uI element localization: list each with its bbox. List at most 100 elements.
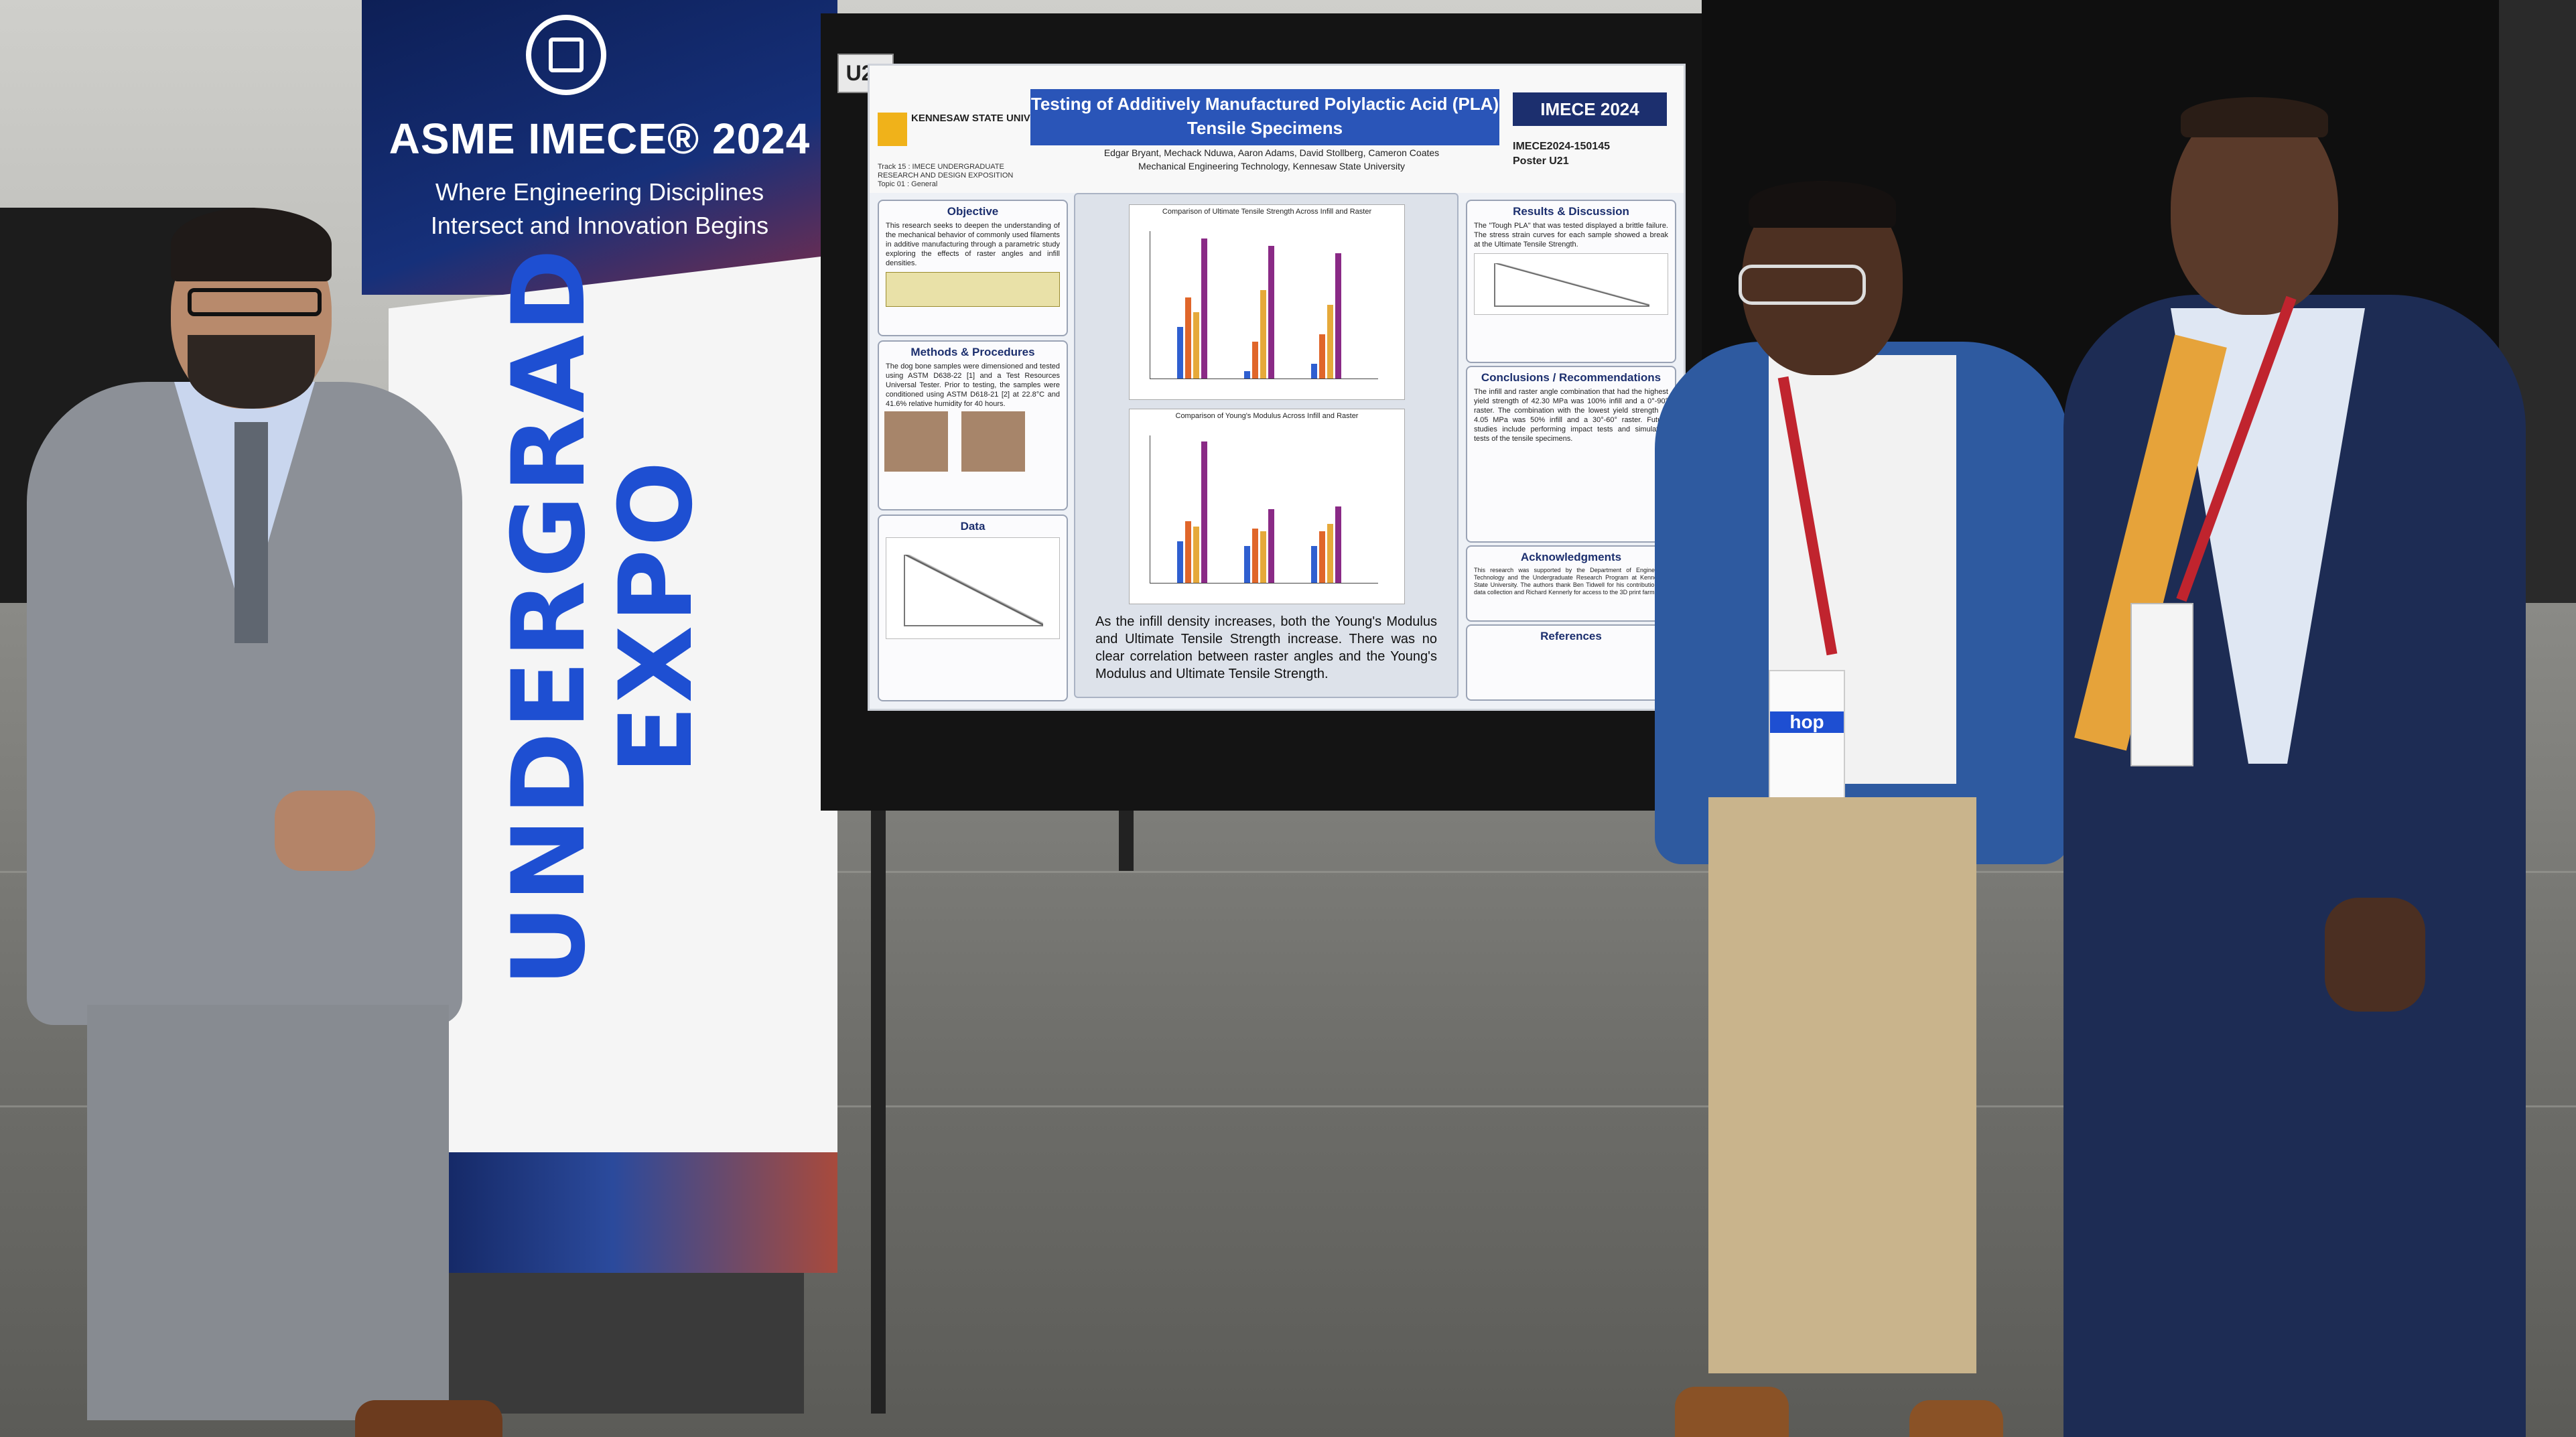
research-poster: KENNESAW STATE UNIVERSITY Testing of Add…: [868, 64, 1686, 711]
ack-text: This research was supported by the Depar…: [1474, 567, 1668, 596]
data-title: Data: [960, 520, 986, 533]
poster-title: Testing of Additively Manufactured Polyl…: [1030, 89, 1499, 145]
acknowledgments-box: Acknowledgments This research was suppor…: [1466, 545, 1676, 622]
poster-conference-badge: IMECE 2024: [1513, 92, 1667, 126]
board-leg: [871, 811, 886, 1414]
methods-text: The dog bone samples were dimensioned an…: [886, 362, 1060, 408]
conclusions-box: Conclusions / Recommendations The infill…: [1466, 366, 1676, 543]
results-box: Results & Discussion The "Tough PLA" tha…: [1466, 200, 1676, 363]
modulus-chart: Comparison of Young's Modulus Across Inf…: [1129, 409, 1405, 604]
results-plot: [1474, 253, 1668, 315]
banner-vertical-text: UNDERGRAD EXPO: [491, 214, 724, 1018]
objective-box: Objective This research seeks to deepen …: [878, 200, 1068, 336]
uts-chart-axes: [1150, 231, 1378, 379]
hair: [171, 208, 332, 281]
asme-logo-icon: [526, 15, 606, 95]
poster-poster-id: Poster U21: [1513, 155, 1569, 167]
chart-bar: [1319, 334, 1325, 379]
chart-bar: [1327, 524, 1333, 583]
ack-title: Acknowledgments: [1520, 551, 1622, 563]
chart-bar: [1319, 531, 1325, 583]
chart-bar: [1193, 312, 1199, 379]
chart-bar: [1268, 246, 1274, 379]
undergrad-expo-banner: ASME IMECE® 2024 Where Engineering Disci…: [362, 0, 837, 1414]
chart-bar: [1185, 521, 1191, 583]
poster-university: KENNESAW STATE UNIVERSITY: [911, 113, 1067, 124]
name-badge: [2130, 603, 2193, 766]
modulus-chart-title: Comparison of Young's Modulus Across Inf…: [1175, 412, 1359, 420]
data-box: Data: [878, 515, 1068, 701]
poster-track: Track 15 : IMECE UNDERGRADUATE RESEARCH …: [878, 163, 1014, 180]
poster-center-conclusion: As the infill density increases, both th…: [1095, 614, 1437, 681]
banner-vertical-line2: EXPO: [598, 458, 715, 774]
necktie: [234, 422, 268, 643]
chart-bar: [1177, 327, 1183, 379]
chart-bar: [1201, 238, 1207, 379]
raster-figure: [886, 272, 1060, 307]
methods-photos: [879, 409, 1067, 478]
chart-bar: [1335, 506, 1341, 583]
test-photo: [961, 411, 1026, 472]
chart-bar: [1244, 546, 1250, 583]
uts-chart-title: Comparison of Ultimate Tensile Strength …: [1162, 208, 1372, 216]
chart-bar: [1260, 531, 1266, 583]
objective-title: Objective: [947, 205, 999, 218]
hair: [1749, 181, 1896, 228]
poster-authors: Edgar Bryant, Mechack Nduwa, Aaron Adams…: [1103, 147, 1440, 158]
poster-paper-id: IMECE2024-150145: [1513, 141, 1610, 152]
chart-bar: [1311, 364, 1317, 379]
hands: [275, 791, 375, 871]
chart-bar: [1252, 342, 1258, 379]
chart-bar: [1335, 253, 1341, 379]
poster-center-panel: Comparison of Ultimate Tensile Strength …: [1074, 193, 1459, 698]
results-title: Results & Discussion: [1513, 205, 1629, 218]
references-title: References: [1540, 630, 1602, 642]
chart-bar: [1260, 290, 1266, 379]
glasses-icon: [1739, 265, 1866, 305]
stress-strain-plot: [886, 537, 1060, 639]
brown-shoe: [355, 1400, 502, 1437]
beard: [188, 335, 315, 409]
conclusions-title: Conclusions / Recommendations: [1481, 371, 1662, 384]
poster-header: KENNESAW STATE UNIVERSITY Testing of Add…: [870, 66, 1684, 193]
badge-logo: hop: [1770, 711, 1844, 733]
chart-bar: [1201, 441, 1207, 583]
ksu-logo-icon: [878, 113, 907, 146]
brown-shoe: [1909, 1400, 2003, 1437]
poster-ids: IMECE2024-150145 Poster U21: [1513, 139, 1667, 169]
test-photo: [884, 411, 948, 472]
poster-authors-block: Edgar Bryant, Mechack Nduwa, Aaron Adams…: [1044, 146, 1499, 173]
banner-conference-title: ASME IMECE® 2024: [389, 115, 811, 163]
brown-shoe: [1675, 1387, 1789, 1437]
hand: [2325, 898, 2425, 1012]
chart-bar: [1244, 371, 1250, 379]
objective-text: This research seeks to deepen the unders…: [886, 222, 1060, 267]
results-text: The "Tough PLA" that was tested displaye…: [1474, 222, 1668, 249]
poster-topic: Topic 01 : General: [878, 180, 938, 188]
chart-bar: [1193, 527, 1199, 583]
floor-seam: [0, 871, 2576, 873]
references-box: References: [1466, 624, 1676, 701]
banner-body: [389, 255, 837, 1152]
poster-track-block: Track 15 : IMECE UNDERGRADUATE RESEARCH …: [878, 163, 1038, 189]
banner-footer-graphic: [389, 1152, 837, 1273]
methods-box: Methods & Procedures The dog bone sample…: [878, 340, 1068, 510]
banner-header: ASME IMECE® 2024 Where Engineering Disci…: [362, 0, 837, 295]
name-badge: hop: [1769, 670, 1845, 800]
modulus-chart-axes: [1150, 435, 1378, 584]
chart-bar: [1311, 546, 1317, 583]
chart-bar: [1327, 305, 1333, 379]
uts-chart: Comparison of Ultimate Tensile Strength …: [1129, 204, 1405, 400]
khaki-trousers: [1708, 797, 1976, 1373]
banner-vertical-line1: UNDERGRAD: [491, 246, 608, 987]
methods-title: Methods & Procedures: [910, 346, 1035, 358]
grey-trousers: [87, 1005, 449, 1420]
board-leg: [1119, 811, 1134, 871]
chart-bar: [1252, 528, 1258, 583]
floor-seam: [0, 1105, 2576, 1107]
chart-bar: [1177, 541, 1183, 583]
banner-tagline: Where Engineering Disciplines Intersect …: [430, 178, 769, 239]
chart-bar: [1268, 509, 1274, 583]
hair: [2181, 97, 2328, 137]
